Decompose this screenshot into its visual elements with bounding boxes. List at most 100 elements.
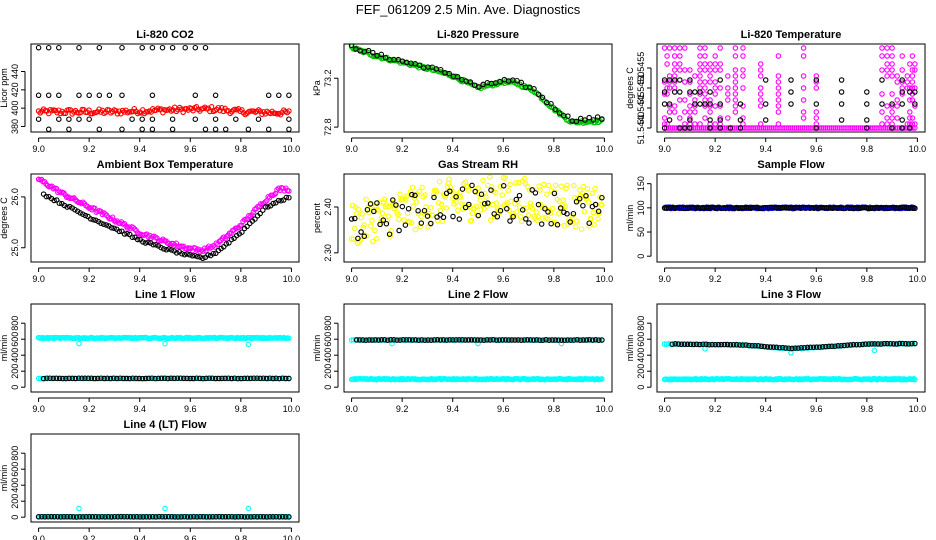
data-point xyxy=(35,116,42,122)
data-point xyxy=(552,182,559,189)
x-tick-label: 9.6 xyxy=(497,144,510,154)
data-point xyxy=(434,337,441,343)
series-cyan_dips xyxy=(76,340,252,348)
y-tick-label: 51.5455 xyxy=(636,52,646,85)
y-tick-label: 150 xyxy=(636,176,646,191)
data-point xyxy=(481,337,487,343)
series-overlay xyxy=(669,340,918,352)
data-point xyxy=(687,91,693,97)
data-point xyxy=(568,337,574,343)
data-point xyxy=(879,53,885,59)
data-point xyxy=(757,85,764,91)
data-point xyxy=(370,49,376,56)
data-point xyxy=(692,103,698,109)
data-point xyxy=(443,337,450,343)
data-point xyxy=(363,196,369,203)
data-point xyxy=(159,44,166,51)
data-point xyxy=(428,204,434,211)
data-point xyxy=(813,79,820,85)
data-point xyxy=(775,53,782,59)
data-point xyxy=(535,91,542,97)
data-point xyxy=(364,232,370,239)
y-tick-label: 200 xyxy=(636,364,646,379)
data-point xyxy=(156,513,162,520)
data-point xyxy=(225,375,232,381)
data-point xyxy=(418,213,424,220)
data-point xyxy=(471,337,478,343)
data-point xyxy=(404,210,411,216)
data-point xyxy=(124,513,131,520)
data-point xyxy=(697,53,703,59)
panel-title: Gas Stream RH xyxy=(438,159,518,171)
data-point xyxy=(54,513,61,520)
x-tick-label: 9.8 xyxy=(861,144,874,154)
data-point xyxy=(233,116,239,122)
data-point xyxy=(378,337,385,343)
data-point xyxy=(889,53,895,59)
data-point xyxy=(810,344,817,350)
data-point xyxy=(732,79,739,85)
data-point xyxy=(165,375,171,382)
data-point xyxy=(712,121,718,127)
data-point xyxy=(127,514,134,520)
data-point xyxy=(111,513,118,520)
data-point xyxy=(96,44,103,51)
data-point xyxy=(139,375,146,382)
data-point xyxy=(889,109,895,115)
data-point xyxy=(585,199,592,205)
y-tick-label: 380 xyxy=(10,119,20,134)
data-point xyxy=(40,375,47,382)
data-point xyxy=(286,514,292,520)
data-point xyxy=(671,45,678,51)
data-point xyxy=(390,197,396,203)
data-point xyxy=(548,100,554,107)
data-point xyxy=(273,513,279,520)
data-point xyxy=(169,126,176,132)
data-point xyxy=(687,77,693,83)
data-point xyxy=(462,204,469,211)
data-point xyxy=(775,109,782,115)
data-point xyxy=(707,73,713,79)
data-point xyxy=(355,235,361,242)
data-point xyxy=(527,200,534,206)
data-layer xyxy=(348,174,605,246)
data-point xyxy=(92,514,99,520)
data-point xyxy=(835,343,841,349)
data-point xyxy=(254,375,260,381)
data-point xyxy=(829,343,835,350)
data-point xyxy=(212,116,219,122)
data-point xyxy=(348,216,355,222)
data-point xyxy=(555,337,562,343)
data-point xyxy=(279,375,286,381)
data-point xyxy=(712,91,718,97)
data-point xyxy=(813,109,820,115)
data-point xyxy=(407,189,414,195)
data-point xyxy=(428,220,434,227)
data-point xyxy=(732,53,739,59)
data-point xyxy=(481,206,487,212)
data-point xyxy=(725,97,731,103)
x-tick-label: 9.4 xyxy=(446,404,459,414)
y-tick-label: 600 xyxy=(10,332,20,347)
data-point xyxy=(51,197,57,204)
data-point xyxy=(894,115,900,121)
data-point xyxy=(251,375,257,381)
x-tick-label: 9.0 xyxy=(32,274,45,284)
data-point xyxy=(69,375,76,382)
y-tick-label: 26.0 xyxy=(10,188,20,206)
data-point xyxy=(203,248,209,254)
data-point xyxy=(678,341,685,348)
data-point xyxy=(586,220,592,226)
data-point xyxy=(570,213,576,219)
data-point xyxy=(473,203,480,210)
x-tick-label: 9.2 xyxy=(396,144,409,154)
data-point xyxy=(687,89,693,95)
data-point xyxy=(145,375,152,382)
data-point xyxy=(737,101,744,107)
x-tick-label: 9.8 xyxy=(235,534,248,540)
data-point xyxy=(675,341,682,347)
data-point xyxy=(717,85,723,91)
data-point xyxy=(548,187,555,194)
data-point xyxy=(150,241,156,248)
